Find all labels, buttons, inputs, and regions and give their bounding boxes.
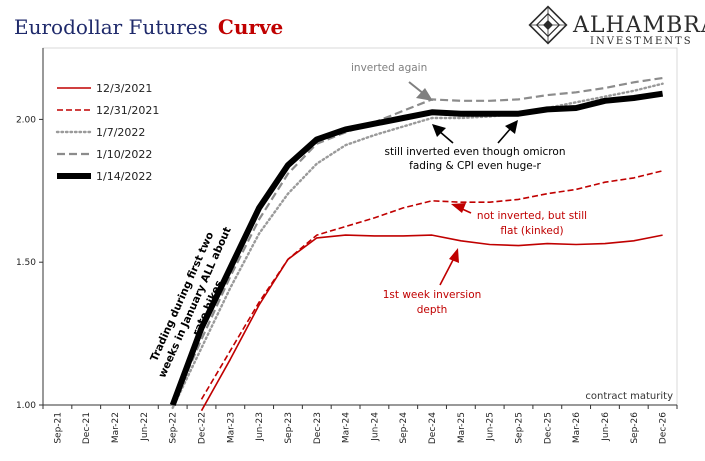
series-layer — [169, 76, 664, 412]
arrow-still-inverted — [432, 120, 518, 144]
x-tick-label: Dec-24 — [428, 412, 438, 444]
x-tick-label: Jun-26 — [601, 412, 611, 442]
legend-label: 12/3/2021 — [96, 82, 152, 95]
series-line-5 — [169, 90, 664, 407]
arrow-inverted-again — [408, 81, 433, 101]
annotation-trading: Trading during first two weeks in Januar… — [148, 225, 234, 379]
series-line-1 — [200, 234, 663, 412]
x-tick-label: Jun-23 — [255, 412, 265, 442]
x-tick-label: Jun-24 — [370, 412, 380, 442]
x-tick-label: Mar-24 — [342, 412, 352, 443]
chart-title: Eurodollar Futures Curve — [14, 15, 283, 39]
annotation-first-week-line1: 1st week inversion — [383, 289, 482, 301]
x-tick-label: Dec-22 — [198, 412, 208, 444]
x-ticks: Sep-21 Dec-21 Mar-22 Jun-22 Sep-22 Dec-22 Mar-… — [42, 405, 678, 444]
y-ticks: 1.00 1.50 2.00 — [16, 115, 43, 411]
x-tick-label: Sep-26 — [630, 412, 640, 444]
x-tick-label: Jun-22 — [140, 412, 150, 442]
y-tick-label: 1.00 — [16, 401, 36, 411]
chart-title-accent: Curve — [218, 15, 283, 39]
y-tick-label: 2.00 — [16, 115, 36, 125]
x-tick-label: Mar-25 — [457, 412, 467, 443]
x-axis-label: contract maturity — [585, 391, 673, 402]
x-tick-label: Dec-23 — [313, 412, 323, 444]
x-tick-label: Dec-21 — [82, 412, 92, 444]
annotation-still-inverted-line2: fading & CPI even huge-r — [409, 160, 541, 172]
x-tick-label: Dec-25 — [543, 412, 553, 444]
y-tick-label: 1.50 — [16, 258, 36, 268]
brand-logo-icon — [528, 5, 568, 45]
x-tick-label: Jun-25 — [486, 412, 496, 442]
annotation-still-inverted-line1: still inverted even though omicron — [385, 146, 566, 158]
arrow-first-week — [439, 248, 459, 286]
series-line-2 — [200, 170, 663, 400]
series-line-3 — [171, 82, 664, 410]
x-tick-label: Sep-24 — [399, 412, 409, 444]
x-tick-label: Dec-26 — [659, 412, 669, 444]
brand-name: ALHAMBRA — [572, 13, 705, 38]
annotation-first-week-line2: depth — [417, 304, 448, 316]
brand-logo: ALHAMBRA INVESTMENTS — [528, 5, 705, 47]
arrow-not-inverted — [451, 203, 472, 214]
x-tick-label: Mar-22 — [111, 412, 121, 443]
legend-label: 12/31/2021 — [96, 104, 159, 117]
x-tick-label: Mar-23 — [226, 412, 236, 443]
annotation-not-inverted-line2: flat (kinked) — [500, 225, 563, 237]
legend-label: 1/7/2022 — [96, 126, 145, 139]
x-tick-label: Sep-22 — [169, 412, 179, 444]
x-tick-label: Sep-25 — [515, 412, 525, 444]
legend-label: 1/10/2022 — [96, 148, 152, 161]
x-tick-label: Sep-23 — [284, 412, 294, 444]
annotation-inverted-again: inverted again — [351, 62, 427, 74]
annotation-not-inverted-line1: not inverted, but still — [477, 210, 587, 222]
legend: 12/3/2021 12/31/2021 1/7/2022 1/10/2022 1/14… — [55, 82, 159, 183]
chart-title-main: Eurodollar Futures — [14, 15, 208, 39]
legend-label: 1/14/2022 — [96, 170, 152, 183]
x-tick-label: Mar-26 — [572, 412, 582, 443]
x-tick-label: Sep-21 — [53, 412, 63, 444]
brand-subtitle: INVESTMENTS — [590, 36, 693, 47]
series-line-4 — [171, 76, 663, 406]
